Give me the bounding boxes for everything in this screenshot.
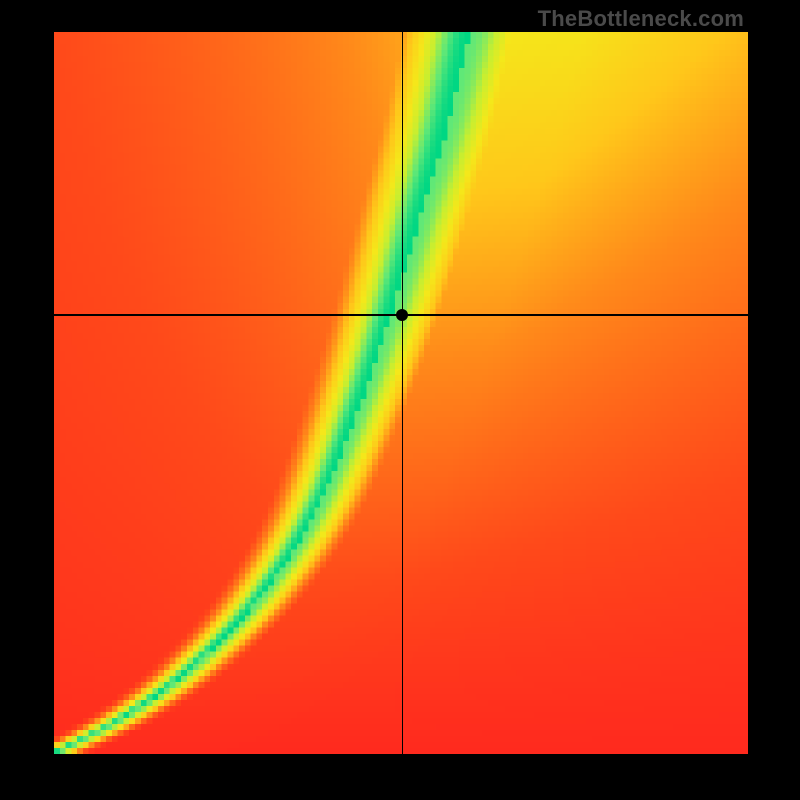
crosshair-marker	[396, 309, 408, 321]
chart-frame: TheBottleneck.com	[0, 0, 800, 800]
crosshair-vertical	[402, 32, 404, 754]
watermark-text: TheBottleneck.com	[538, 6, 744, 32]
